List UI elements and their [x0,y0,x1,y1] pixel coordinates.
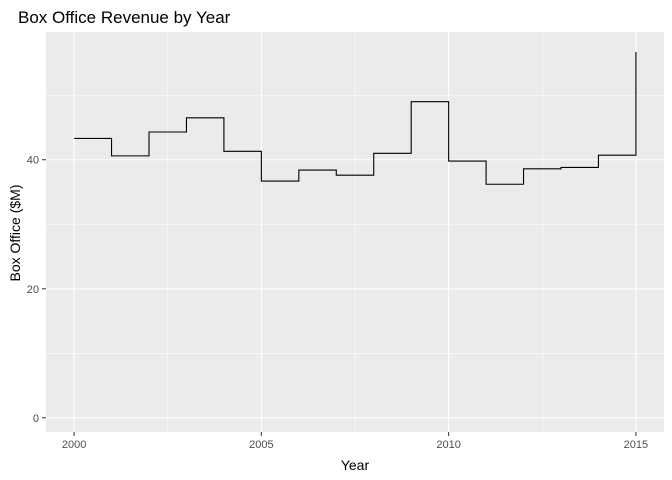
major-gridlines [46,32,664,432]
x-tick-label: 2010 [436,439,460,451]
x-tick-label: 2005 [249,439,273,451]
chart-title: Box Office Revenue by Year [18,8,231,27]
y-axis-title: Box Office ($M) [7,185,23,282]
y-tick-label: 40 [27,155,39,167]
x-axis: 2000 2005 2010 2015 [62,432,648,451]
series-layer [74,52,637,185]
y-tick-label: 20 [27,284,39,296]
y-axis: 0 20 40 [27,155,46,425]
x-tick-label: 2015 [624,439,648,451]
series-step-line [74,52,637,185]
y-tick-label: 0 [33,413,39,425]
x-tick-label: 2000 [62,439,86,451]
x-axis-title: Year [341,457,370,473]
minor-gridlines [46,32,664,432]
